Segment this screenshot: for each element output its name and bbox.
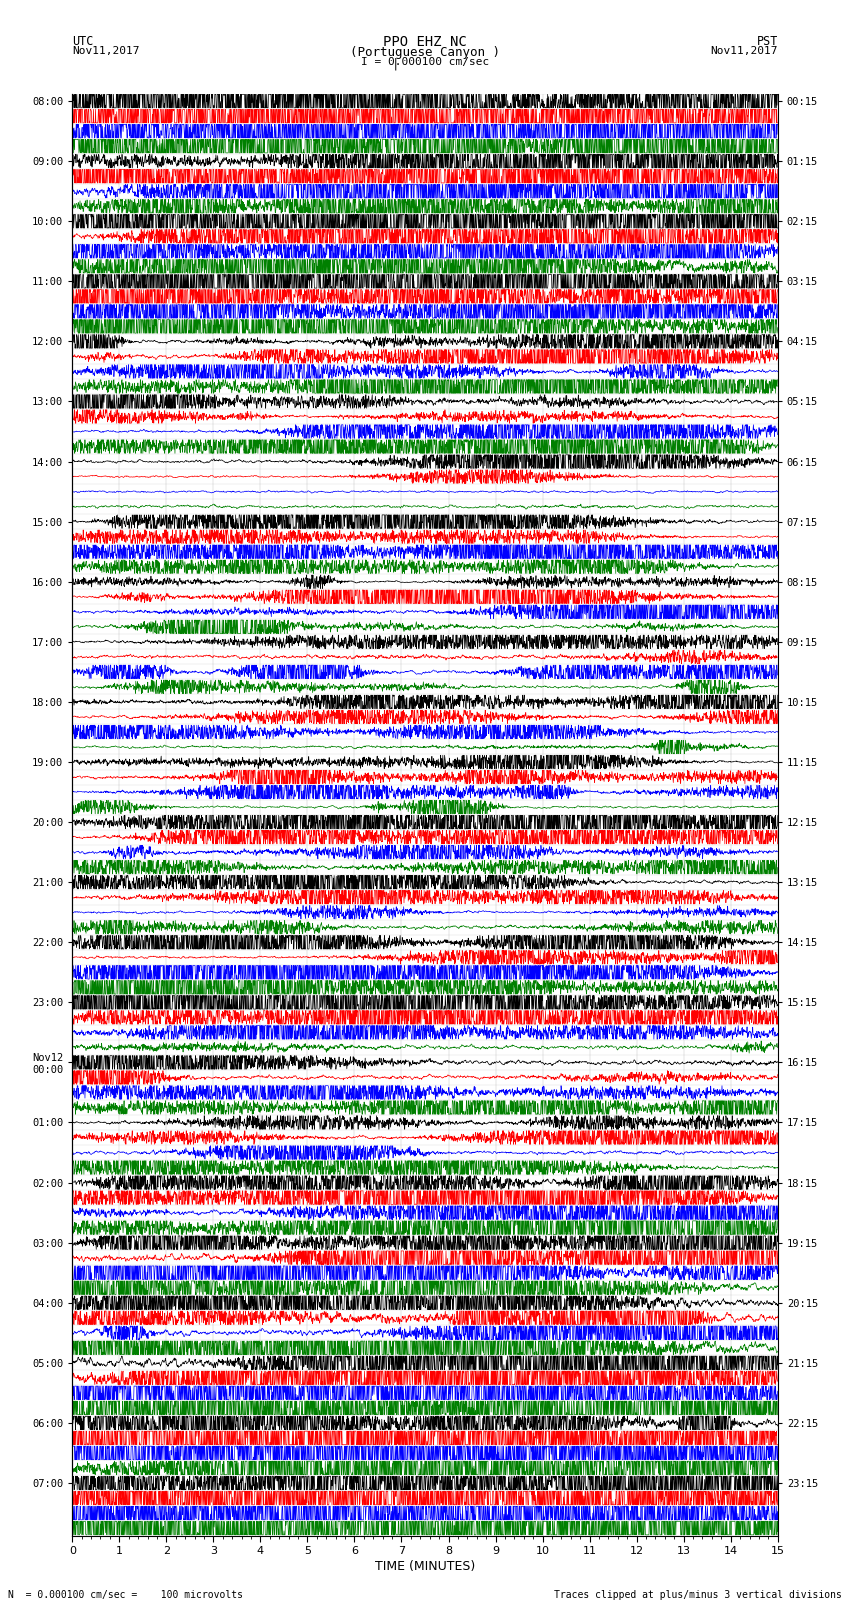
Text: Nov11,2017: Nov11,2017 <box>72 45 139 56</box>
X-axis label: TIME (MINUTES): TIME (MINUTES) <box>375 1560 475 1573</box>
Text: Ν  = 0.000100 cm/sec =    100 microvolts: Ν = 0.000100 cm/sec = 100 microvolts <box>8 1590 243 1600</box>
Text: |: | <box>392 58 399 71</box>
Text: Nov11,2017: Nov11,2017 <box>711 45 778 56</box>
Text: I = 0.000100 cm/sec: I = 0.000100 cm/sec <box>361 58 489 68</box>
Text: PPO EHZ NC: PPO EHZ NC <box>383 35 467 48</box>
Text: PST: PST <box>756 35 778 48</box>
Text: UTC: UTC <box>72 35 94 48</box>
Text: (Portuguese Canyon ): (Portuguese Canyon ) <box>350 45 500 60</box>
Text: Traces clipped at plus/minus 3 vertical divisions: Traces clipped at plus/minus 3 vertical … <box>553 1590 842 1600</box>
